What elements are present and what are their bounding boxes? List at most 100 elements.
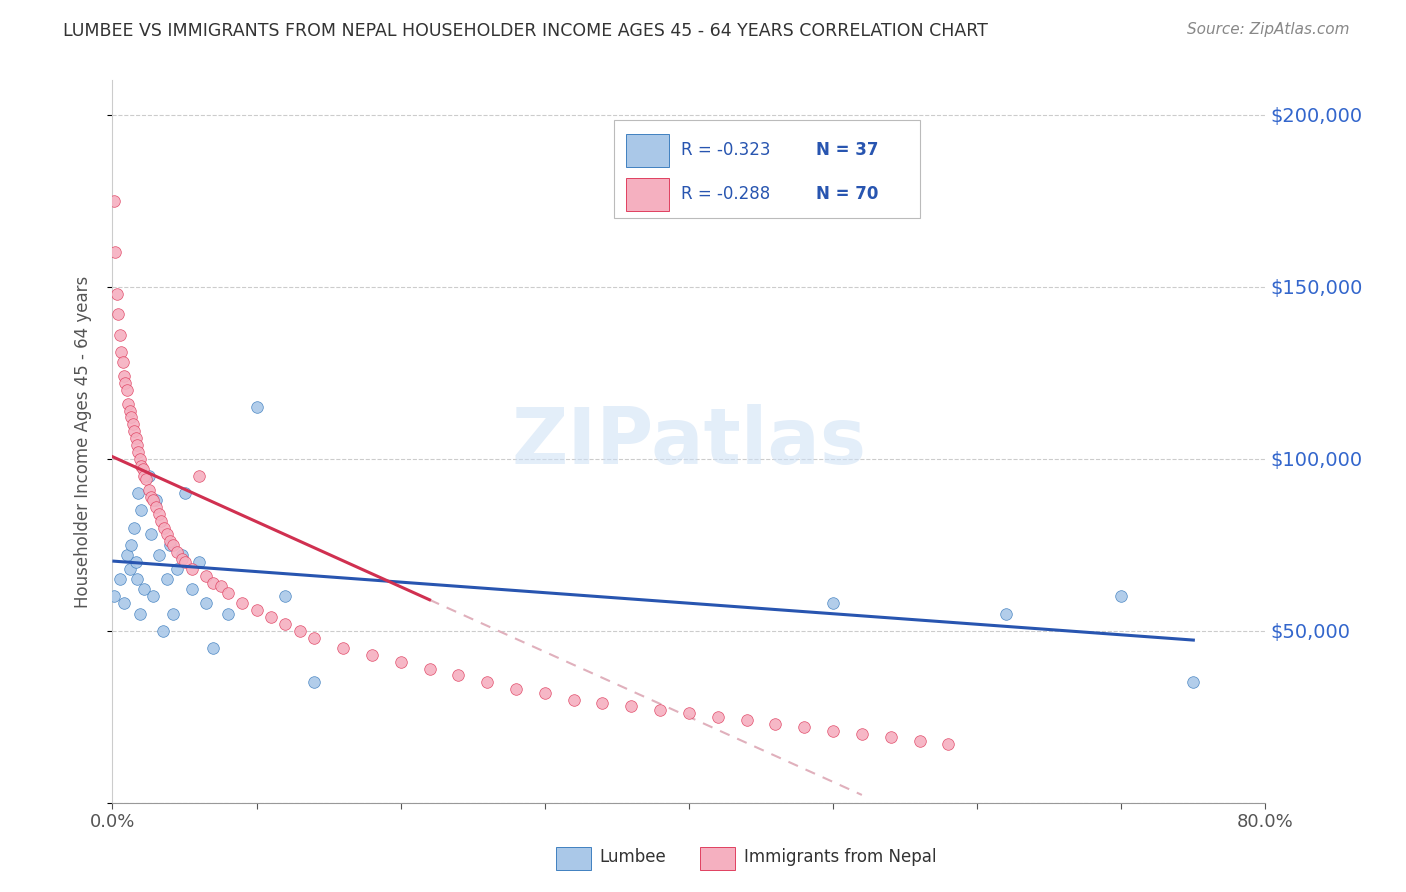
Point (620, 699, 643, 714)
Point (103, 590, 125, 604)
Point (125, 572, 148, 586)
Point (145, 500, 167, 514)
Point (202, 640, 225, 655)
Text: Lumbee: Lumbee (599, 848, 666, 866)
Point (304, 675, 326, 690)
Point (124, 431, 146, 445)
Point (111, 355, 134, 369)
Point (127, 445, 149, 459)
Point (765, 716, 787, 731)
Point (678, 706, 700, 721)
Point (152, 624, 174, 638)
Point (148, 548, 170, 562)
Point (156, 527, 179, 541)
Point (650, 703, 672, 717)
Point (153, 520, 176, 534)
Point (260, 610, 283, 624)
Point (122, 520, 145, 534)
Point (150, 514, 173, 528)
Point (173, 555, 195, 569)
Text: Source: ZipAtlas.com: Source: ZipAtlas.com (1187, 22, 1350, 37)
Point (936, 737, 959, 751)
Point (202, 575, 225, 590)
Point (793, 720, 815, 734)
Point (231, 596, 253, 610)
Point (217, 586, 239, 600)
Point (141, 527, 163, 541)
Point (332, 640, 354, 655)
Point (389, 655, 412, 669)
Point (128, 607, 150, 621)
Point (217, 607, 239, 621)
Point (122, 424, 145, 438)
Point (880, 731, 903, 745)
Point (995, 607, 1018, 621)
Point (129, 458, 153, 473)
Point (112, 596, 135, 610)
Point (505, 682, 527, 697)
Point (112, 369, 135, 384)
Point (821, 723, 844, 738)
Text: R = -0.323: R = -0.323 (681, 141, 770, 160)
Point (908, 734, 931, 748)
Point (180, 562, 202, 576)
Point (121, 417, 143, 432)
Bar (626, 178, 669, 211)
Point (118, 403, 141, 417)
Text: R = -0.288: R = -0.288 (681, 186, 770, 203)
Point (419, 662, 441, 676)
Point (159, 538, 181, 552)
Point (851, 727, 873, 741)
Point (115, 383, 138, 397)
Text: N = 37: N = 37 (815, 141, 879, 160)
Text: LUMBEE VS IMMIGRANTS FROM NEPAL HOUSEHOLDER INCOME AGES 45 - 64 YEARS CORRELATIO: LUMBEE VS IMMIGRANTS FROM NEPAL HOUSEHOL… (63, 22, 988, 40)
Point (129, 503, 153, 517)
Point (707, 710, 730, 724)
Point (138, 483, 160, 497)
Point (360, 648, 382, 662)
Point (304, 631, 326, 645)
Point (141, 490, 163, 504)
Point (195, 596, 218, 610)
Point (134, 582, 156, 597)
Point (170, 551, 193, 566)
Point (135, 472, 157, 486)
Point (821, 596, 844, 610)
Point (534, 686, 557, 700)
Point (110, 345, 132, 359)
Point (125, 438, 148, 452)
Point (180, 582, 202, 597)
Point (117, 397, 139, 411)
Point (156, 572, 179, 586)
Bar (557, 847, 591, 870)
Text: ZIPatlas: ZIPatlas (512, 403, 866, 480)
Point (104, 245, 127, 260)
Bar (614, 120, 920, 218)
Point (115, 548, 138, 562)
Point (105, 286, 128, 301)
Text: Immigrants from Nepal: Immigrants from Nepal (744, 848, 936, 866)
Point (1111, 590, 1133, 604)
Point (132, 462, 155, 476)
Point (103, 194, 125, 208)
Point (159, 534, 181, 549)
Point (166, 562, 188, 576)
Y-axis label: Householder Income Ages 45 - 64 years: Householder Income Ages 45 - 64 years (73, 276, 91, 607)
Point (134, 469, 156, 483)
Point (447, 668, 470, 682)
Point (1182, 675, 1205, 690)
Point (188, 555, 211, 569)
Point (127, 486, 149, 500)
Point (128, 451, 150, 466)
Point (124, 555, 146, 569)
Point (120, 538, 142, 552)
Point (107, 307, 129, 321)
Text: N = 70: N = 70 (815, 186, 879, 203)
Bar (626, 134, 669, 167)
Point (138, 469, 160, 483)
Point (475, 675, 499, 690)
Point (108, 572, 131, 586)
Point (288, 624, 311, 638)
Point (735, 713, 758, 727)
Point (162, 538, 184, 552)
